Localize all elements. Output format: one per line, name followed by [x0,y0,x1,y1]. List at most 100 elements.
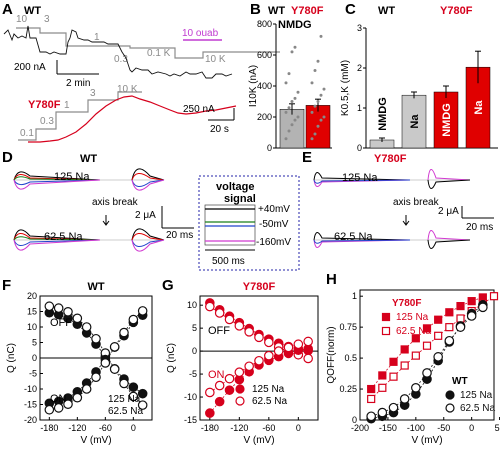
panel-f-y-tick-label: 10 [27,322,37,332]
panel-c-bar-label: Na [473,100,485,115]
panel-c-bar [401,94,427,149]
voltage-signal-title-2: signal [224,193,256,205]
voltage-signal-frame [204,204,256,246]
voltage-label-2: -50mV [259,219,289,230]
panel-g-annotation-off: OFF [208,325,230,337]
panel-g-data-point [264,337,274,348]
panel-g-data-point [283,342,294,353]
panel-h-letter: H [326,271,337,288]
panel-f-title: WT [87,281,104,293]
panel-c-bar-label: NMDG [377,97,389,131]
panel-b-data-point [290,50,294,54]
panel-b-y-tick-label: 0 [267,143,272,153]
voltage-time-label: 500 ms [212,256,245,267]
panel-h-legend-marker [381,312,391,322]
panel-f-data-point [44,301,55,312]
panel-f-data-point [81,384,92,394]
panel-f: F WT -180 -120 -60 0 -20 -15 -10 -5 0 5 10 15 20 V (mV)… [2,277,153,446]
panel-a-mutant-scale-y: 250 nA [183,104,215,115]
panel-b-data-point [310,110,314,114]
panel-e-mutant-label: Y780F [374,153,407,165]
panel-d-scale-x: 20 ms [166,230,193,241]
panel-b-data-point [287,72,291,76]
panel-f-y-tick-label: -10 [24,384,37,394]
panel-h-y-tick-label: 0 [352,415,357,425]
panel-b-data-point [293,118,297,122]
panel-e-letter: E [302,149,312,166]
panel-h-frame [359,289,495,421]
panel-e: E Y780F 125 Na 62.5 Na axis break 2 μA 2… [302,149,494,249]
panel-h-legend-title-wt: WT [452,376,468,387]
panel-h-data-point [389,357,398,366]
panel-g-x-tick-label: -180 [201,423,219,433]
panel-a-wt-scale-x: 2 min [66,78,90,89]
panel-a-mutant-step-3: 1 [64,100,70,111]
panel-f-data-point [137,388,148,399]
panel-b-y-tick-label: 400 [257,81,272,91]
panel-c-bar-label: NMDG [441,103,453,137]
panel-f-data-point [137,306,148,316]
panel-h-data-point [378,371,387,380]
panel-h-data-point [400,361,409,370]
panel-h-data-point [456,314,465,323]
panel-e-scale-x: 20 ms [466,222,493,233]
panel-c-y-tick-label: 0 [357,143,362,153]
panel-g-title: Y780F [243,281,276,293]
panel-c-y-label: K0.5,K (mM) [340,60,351,116]
panel-e-traces-top [313,169,471,189]
panel-c-bar [433,91,459,149]
panel-g-data-point [205,387,215,398]
panel-g-x-tick-label: -60 [262,423,275,433]
panel-g-frame [199,295,319,421]
panel-h-x-label: V (mV) [411,435,442,446]
panel-g-data-point [214,396,225,407]
panel-g-data-point [224,385,235,395]
panel-f-legend-2: 62.5 Na [108,406,143,417]
panel-h-legend-label: 125 Na [396,312,429,323]
panel-h-data-point [400,345,409,354]
panel-g-legend-marker [235,396,245,406]
panel-a: A WT 10 3 1 0.3 0.1 K 10 K 10 ouab 200 n… [2,1,280,143]
panel-f-letter: F [2,277,11,294]
panel-g-data-point [264,350,274,361]
panel-b-data-point [284,110,288,114]
panel-c-letter: C [345,1,356,18]
panel-g-letter: G [162,277,174,294]
panel-f-y-tick-label: -5 [29,369,37,379]
panel-f-x-label: V (mV) [80,435,111,446]
panel-g-y-tick-label: -15 [184,415,197,425]
panel-d-axis-break-label: axis break [92,197,139,208]
panel-g-data-point [234,321,245,331]
panel-h-data-point [456,301,465,311]
panel-h-data-point [422,324,432,333]
panel-h-x-tick-label: -150 [379,423,397,433]
panel-b-data-point [316,59,320,63]
panel-h-x-tick-label: 0 [469,423,474,433]
panel-f-y-tick-label: 15 [27,307,37,317]
panel-f-data-point [109,364,120,374]
panel-g-y-label: Q (nC) [166,343,177,373]
panel-c-title-wt: WT [378,5,395,17]
panel-g-data-point [224,373,235,384]
panel-h-legend-marker [381,326,391,336]
voltage-signal-title-1: voltage [216,181,255,193]
panel-a-wt-step-2: 3 [44,14,50,25]
panel-b-letter: B [250,1,261,18]
panel-h-data-point [366,411,376,422]
panel-h-data-point [434,315,443,324]
panel-h-data-point [411,383,421,393]
panel-b-data-point [316,124,320,128]
panel-f-data-point [119,327,129,338]
voltage-signal-box [198,175,300,271]
panel-h-x-tick-label: -50 [437,423,450,433]
panel-b-data-point [293,96,297,100]
panel-g-data-point [244,361,254,372]
panel-b-data-point [290,123,294,127]
panel-b-data-point [322,115,326,119]
panel-h-x-tick-label: -100 [407,423,425,433]
panel-g-legend-label: 125 Na [252,384,285,395]
panel-g-data-point [214,308,225,318]
panel-g-y-tick-label: -5 [189,369,197,379]
panel-b-data-point [296,90,300,94]
panel-f-data-point [91,333,101,344]
